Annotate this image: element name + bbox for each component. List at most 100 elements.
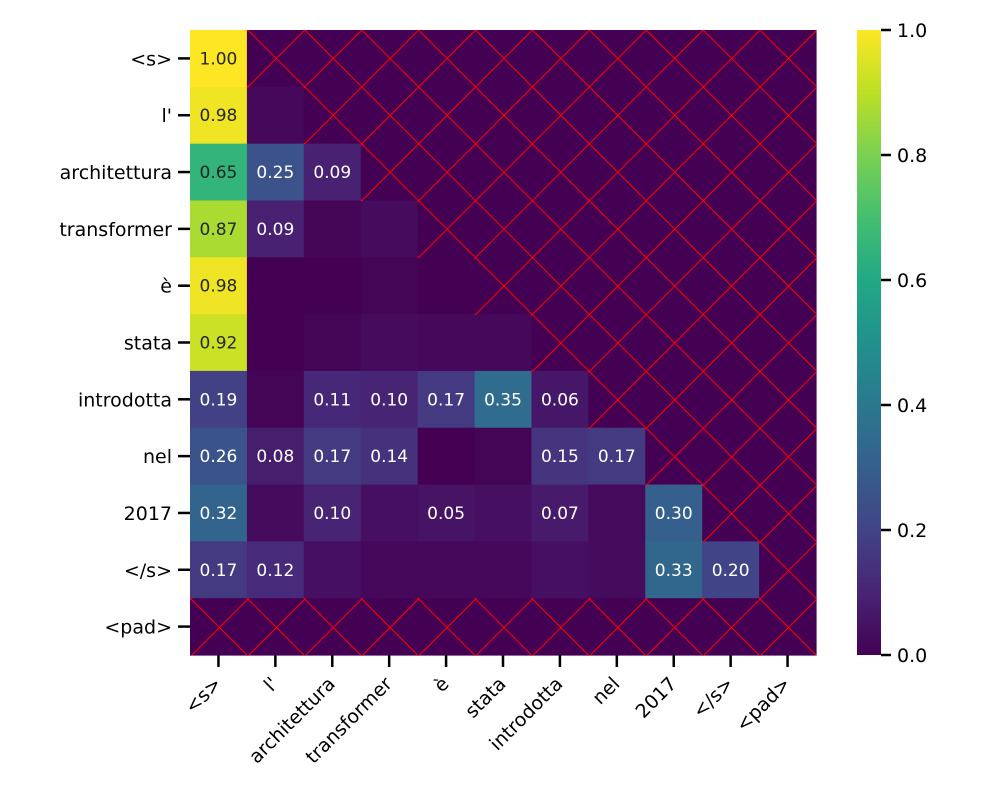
cell-value-label: 0.33: [655, 561, 693, 581]
hatch-line: [703, 30, 817, 656]
cell-value-label: 0.32: [200, 504, 238, 524]
heatmap-cell: [360, 427, 419, 486]
y-tick-label: 2017: [124, 503, 172, 525]
cell-value-label: 0.98: [200, 106, 238, 126]
heatmap-cell: [588, 427, 646, 486]
hatch-line: [875, 30, 1000, 655]
cell-value-label: 0.10: [370, 390, 408, 410]
colorbar-tick-label: 0.8: [897, 145, 927, 167]
y-tick-label: stata: [124, 333, 172, 355]
colorbar-tick-label: 1.0: [897, 20, 927, 42]
heatmap-cell: [246, 370, 305, 429]
cell-value-label: 0.17: [598, 447, 636, 467]
heatmap-cell: [531, 541, 589, 599]
heatmap-cell: [190, 86, 248, 145]
cell-value-label: 0.19: [200, 390, 238, 410]
cell-value-label: 0.11: [313, 390, 351, 410]
heatmap-cell: [190, 143, 248, 202]
cell-value-label: 0.35: [484, 390, 522, 410]
colorbar-tick-label: 0.0: [897, 645, 927, 667]
heatmap-cell: [531, 484, 589, 542]
heatmap-cell: [588, 541, 646, 599]
cell-value-label: 0.26: [200, 447, 238, 467]
hatch-line: [817, 30, 1000, 655]
cell-value-label: 0.20: [712, 561, 750, 581]
hatch-line: [475, 30, 817, 656]
hatch-line: [190, 30, 419, 656]
heatmap-cell: [474, 541, 533, 599]
heatmap-cell: [417, 541, 476, 599]
heatmap-cell: [645, 541, 703, 599]
hatch-line: [702, 30, 817, 656]
colorbar-tick-label: 0.2: [897, 520, 927, 542]
heatmap-cell: [303, 200, 362, 258]
heatmap-cell: [303, 541, 362, 599]
heatmap-cell: [246, 86, 305, 145]
y-tick-label: introdotta: [78, 389, 172, 411]
heatmap-cell: [303, 484, 362, 542]
hatch-line: [304, 30, 817, 656]
heatmap-cell: [303, 370, 362, 429]
heatmap-cell: [360, 257, 419, 315]
hatch-line: [0, 30, 133, 655]
heatmap-cell: [246, 143, 305, 202]
hatch-line: [589, 30, 817, 656]
heatmap-cell: [246, 257, 305, 315]
y-tick-label: è: [160, 276, 172, 298]
hatch-line: [190, 30, 476, 656]
heatmap-cell: [303, 427, 362, 486]
heatmap-cell: [246, 484, 305, 542]
hatch-line: [645, 30, 817, 656]
heatmap-cell: [360, 200, 419, 258]
heatmap-cell: [303, 314, 362, 372]
y-tick-label: architettura: [60, 162, 172, 184]
heatmap-cell: [190, 541, 248, 599]
cell-value-label: 0.65: [200, 163, 238, 183]
heatmap-cell: [190, 484, 248, 542]
heatmap-cell: [190, 257, 248, 315]
cell-value-label: 0.87: [200, 220, 238, 240]
x-tick-label: l': [260, 673, 283, 696]
cell-value-label: 0.08: [256, 447, 294, 467]
heatmap-cell: [360, 484, 419, 542]
x-tick-label: 2017: [632, 673, 682, 723]
cell-annotations: 1.00 0.98 0.65 0.25 0.09 0.87 0.09 0.98 0.92 0.19…: [200, 49, 750, 580]
cell-value-label: 0.17: [313, 447, 351, 467]
heatmap-cell: [190, 30, 248, 88]
heatmap-cell: [190, 370, 248, 429]
x-tick-label: <s>: [181, 673, 226, 718]
heatmap-cell: [246, 427, 305, 486]
x-tick-label: è: [430, 673, 454, 697]
x-tick-label: stata: [461, 673, 511, 723]
colorbar-tick-label: 0.6: [897, 270, 927, 292]
heatmap-cell: [246, 314, 305, 372]
y-tick-label: <pad>: [104, 617, 172, 639]
x-tick-label: <pad>: [732, 673, 795, 736]
y-tick-label: <s>: [130, 48, 172, 70]
cell-value-label: 0.10: [313, 504, 351, 524]
x-tick-label: nel: [588, 673, 624, 709]
heatmap-cell: [360, 541, 419, 599]
hatch-line: [532, 30, 817, 656]
cell-value-label: 0.05: [427, 504, 465, 524]
cell-value-label: 1.00: [200, 49, 238, 69]
hatch-line: [988, 30, 1000, 655]
hatch-line: [818, 30, 1000, 655]
y-tick-label: </s>: [124, 560, 172, 582]
heatmap-cell: [303, 143, 362, 202]
cell-value-label: 0.09: [256, 220, 294, 240]
colorbar-gradient: [857, 30, 881, 655]
heatmap-cell: [417, 314, 476, 372]
cell-value-label: 0.17: [427, 390, 465, 410]
heatmap-cell: [474, 370, 533, 429]
heatmap-cell: [531, 427, 589, 486]
cell-value-label: 0.06: [541, 390, 579, 410]
heatmap-cell: [190, 314, 248, 372]
cell-value-label: 0.30: [655, 504, 693, 524]
heatmap-cell: [417, 484, 476, 542]
heatmap-cell: [474, 427, 533, 486]
y-tick-label: nel: [143, 446, 172, 468]
hatch-line: [247, 30, 817, 656]
heatmap-cell: [531, 370, 589, 429]
